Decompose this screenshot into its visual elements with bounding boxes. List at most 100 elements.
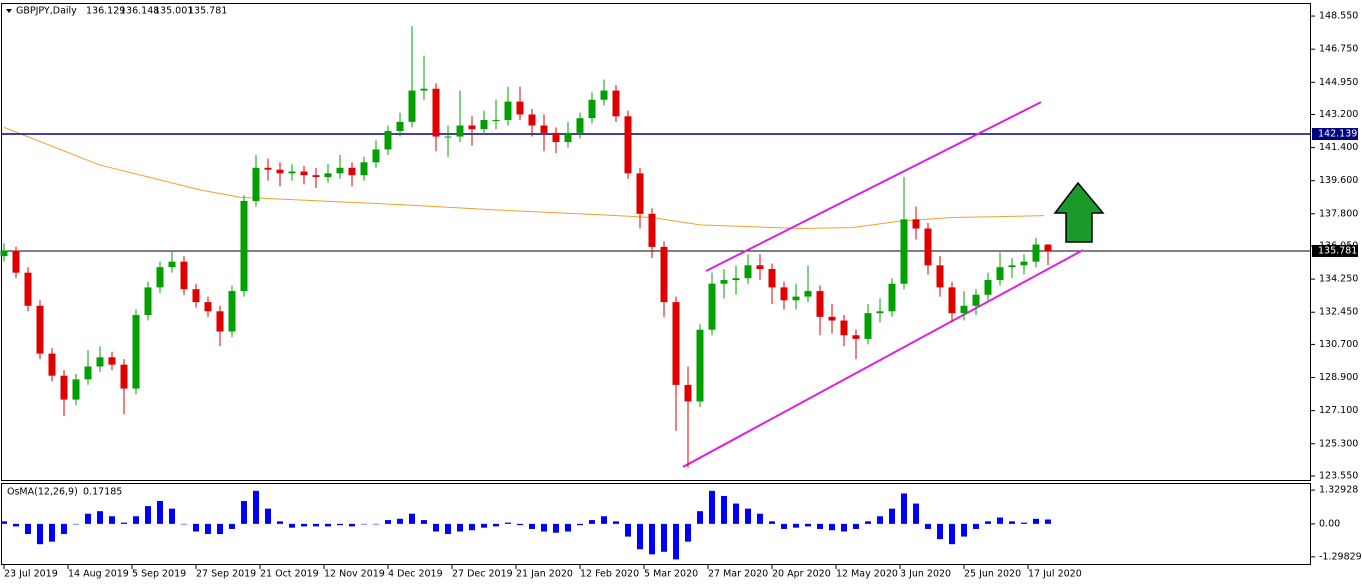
osma-bar [961,523,967,537]
candle-body [288,171,296,174]
osma-bar [841,523,847,532]
candle-body [684,384,692,402]
candle-body [456,125,464,137]
y-tick-label: 143.200 [1319,109,1358,120]
osma-bar [349,523,355,527]
x-tick-label: 21 Oct 2019 [260,569,319,580]
osma-bar [217,523,223,535]
osma-bar [61,523,67,535]
candle-body [756,265,764,270]
candle-body [744,265,752,279]
osma-bar [325,523,331,527]
osma-tick-label: -1.29829 [1319,551,1362,562]
osma-bar [277,521,283,524]
y-tick-label: 144.950 [1319,77,1358,88]
osma-bar [517,523,523,526]
osma-bar [121,522,127,524]
close-label: 135.781 [188,6,227,17]
symbol-label: GBPJPY,Daily [16,6,77,17]
candle-body [24,272,32,306]
osma-bar [709,490,715,524]
candle-body [912,219,920,229]
osma-bar [505,522,511,524]
candle-body [600,90,608,100]
osma-bar [601,516,607,524]
x-tick-label: 20 Apr 2020 [772,569,831,580]
candle-body [900,219,908,284]
osma-bar [457,523,463,532]
candle-body [372,149,380,163]
osma-bar [241,501,247,524]
candle-body [48,353,56,376]
osma-bar [73,523,79,525]
osma-bar [193,523,199,532]
candle-body [876,311,884,314]
price-tag [1312,127,1358,140]
osma-bar [481,523,487,528]
candle-body [480,119,488,130]
candle-body [396,121,404,132]
candle-body [252,167,260,201]
y-tick-label: 130.700 [1319,339,1358,350]
candle-body [312,175,320,178]
x-tick-label: 17 Jul 2020 [1028,569,1082,580]
x-tick-label: 5 Mar 2020 [644,569,698,580]
low-label: 135.001 [154,6,193,17]
trendline [682,249,1084,468]
candle-body [1008,265,1016,268]
candle-body [768,269,776,288]
osma-bar [49,523,55,542]
candle-body [576,118,584,133]
candle-body [1032,244,1040,262]
osma-bar [853,523,859,529]
y-tick-label: 141.400 [1319,142,1358,153]
menu-triangle [6,9,12,13]
candle-body [492,119,500,121]
candle-body [384,131,392,150]
x-tick-label: 3 Jun 2020 [900,569,951,580]
candle-body [780,287,788,301]
candle-body [1020,261,1028,266]
osma-bar [985,521,991,524]
x-tick-label: 25 Jun 2020 [964,569,1021,580]
price-tag-label: 135.781 [1318,245,1357,256]
high-label: 136.148 [120,6,159,17]
osma-bar [1045,519,1051,524]
x-tick-label: 12 Nov 2019 [324,569,385,580]
open-label: 136.129 [86,6,125,17]
osma-bar [205,523,211,535]
candle-body [732,278,740,281]
candle-body [984,280,992,295]
osma-bar [913,503,919,524]
candle-body [300,171,308,176]
osma-bar [589,520,595,524]
candle-body [144,287,152,315]
osma-bar [925,523,931,529]
osma-bar [265,508,271,524]
x-tick-label: 12 Feb 2020 [580,569,639,580]
osma-bar [805,523,811,527]
candle-body [96,357,104,367]
y-tick-label: 128.900 [1319,372,1358,383]
osma-bar [949,523,955,545]
trendline [705,101,1042,272]
osma-bar [637,523,643,550]
candle-body [816,291,824,317]
x-tick-label: 27 Mar 2020 [708,569,768,580]
y-tick-label: 125.300 [1319,438,1358,449]
osma-bar [169,508,175,524]
candle-body [696,329,704,402]
candle-body [660,246,668,303]
candle-body [672,302,680,385]
y-tick-label: 137.800 [1319,208,1358,219]
osma-bar [829,523,835,531]
candle-body [276,169,284,174]
osma-bar [157,501,163,524]
osma-bar [877,516,883,524]
candle-body [36,305,44,354]
candle-body [624,116,632,174]
osma-bar [937,523,943,540]
osma-bar [529,523,535,529]
candle-body [108,357,116,365]
candle-body [852,335,860,339]
